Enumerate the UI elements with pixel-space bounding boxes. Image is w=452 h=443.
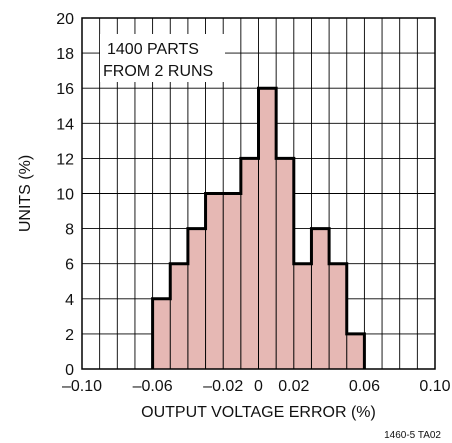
histogram-bar: [258, 88, 277, 369]
x-tick-labels: –0.10 –0.06 –0.02 0 0.02 0.06 0.10: [62, 378, 451, 395]
y-tick-label: 10: [56, 187, 74, 204]
x-tick-label: 0.10: [419, 378, 450, 395]
y-tick-label: 18: [56, 46, 74, 63]
plot-frame: [81, 17, 436, 370]
annotation-background: [100, 34, 225, 82]
y-axis-label: UNITS (%): [17, 155, 34, 232]
histogram-bar: [223, 193, 241, 369]
y-tick-label: 4: [65, 292, 74, 309]
annotation-line-1: 1400 PARTS: [107, 41, 199, 58]
histogram-bar: [346, 333, 365, 369]
y-tick-label: 6: [65, 257, 74, 274]
figure-code: 1460-5 TA02: [384, 430, 441, 441]
histogram-bar: [276, 158, 294, 369]
histogram-bars: [151, 86, 366, 369]
y-tick-label: 16: [56, 81, 74, 98]
histogram-bar: [240, 158, 259, 369]
histogram-bar: [205, 193, 224, 369]
y-tick-label: 8: [65, 222, 74, 239]
y-tick-label: 2: [65, 327, 74, 344]
x-tick-label: –0.02: [203, 378, 243, 395]
annotation-line-2: FROM 2 RUNS: [103, 63, 213, 80]
histogram-bar: [329, 263, 347, 369]
histogram-bar: [170, 263, 188, 369]
x-tick-label: –0.10: [62, 378, 102, 395]
histogram-bar: [293, 263, 312, 369]
histogram-outline: [151, 86, 366, 369]
x-tick-label: –0.06: [133, 378, 173, 395]
y-tick-label: 20: [56, 11, 74, 28]
x-tick-label: 0.02: [278, 378, 309, 395]
histogram-bar: [311, 228, 330, 369]
y-tick-label: 12: [56, 151, 74, 168]
x-tick-label: 0: [254, 378, 263, 395]
histogram-bar: [187, 228, 206, 369]
x-axis-label: OUTPUT VOLTAGE ERROR (%): [141, 404, 376, 421]
y-tick-labels: 0 2 4 6 8 10 12 14 16 18 20: [56, 11, 74, 379]
y-tick-label: 14: [56, 116, 74, 133]
y-tick-label: 0: [65, 362, 74, 379]
x-tick-label: 0.06: [349, 378, 380, 395]
histogram-bar: [152, 298, 171, 369]
